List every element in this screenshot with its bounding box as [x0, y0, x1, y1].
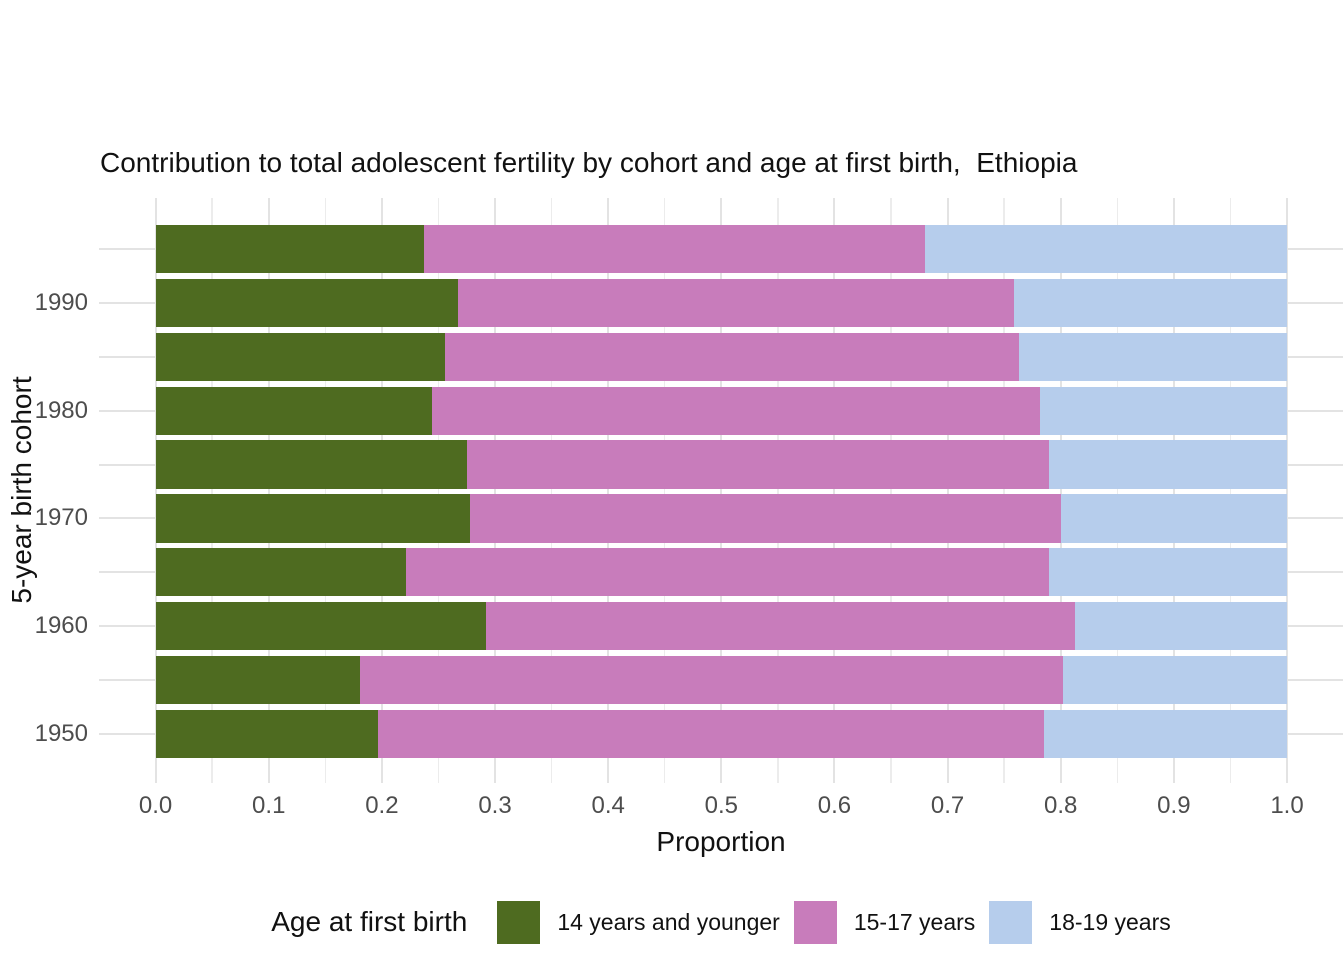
- x-gridline: [1286, 198, 1288, 783]
- stacked-bar-row: [155, 386, 1287, 435]
- x-gridline: [550, 198, 553, 783]
- bar-segment-14-years-and-younger: [155, 709, 379, 759]
- x-gridline: [663, 198, 666, 783]
- x-gridline: [777, 198, 779, 783]
- stacked-bar-row: [155, 601, 1287, 651]
- x-gridline: [1003, 198, 1005, 783]
- bar-segment-18-19-years: [924, 225, 1287, 274]
- x-tick-label: 0.2: [365, 792, 399, 819]
- bar-segment-14-years-and-younger: [155, 225, 424, 274]
- x-gridline: [946, 198, 949, 783]
- bar-segment-15-17-years: [405, 548, 1050, 597]
- bar-segment-18-19-years: [1043, 709, 1287, 759]
- legend-item: 15-17 years: [793, 900, 976, 944]
- bar-segment-15-17-years: [457, 278, 1015, 328]
- x-gridline: [833, 198, 836, 783]
- x-gridline: [324, 198, 327, 783]
- x-gridline: [211, 198, 213, 783]
- stacked-bar-row: [155, 278, 1287, 328]
- x-gridline: [890, 198, 892, 783]
- x-tick-label: 0.4: [591, 792, 625, 819]
- x-tick-label: 0.3: [478, 792, 512, 819]
- stacked-bar-row: [155, 709, 1287, 759]
- bar-segment-18-19-years: [1075, 601, 1287, 651]
- bar-segment-15-17-years: [360, 655, 1063, 705]
- x-tick-label: 0.1: [252, 792, 286, 819]
- x-gridline: [154, 198, 157, 783]
- x-gridline: [1059, 198, 1062, 783]
- x-gridline: [380, 198, 383, 783]
- chart-title: Contribution to total adolescent fertili…: [100, 147, 1078, 178]
- bar-segment-15-17-years: [445, 332, 1019, 382]
- x-gridline: [607, 198, 610, 783]
- x-tick-label: 0.9: [1157, 792, 1191, 819]
- x-gridline: [267, 198, 270, 783]
- x-gridline: [1172, 198, 1175, 783]
- bar-segment-15-17-years: [431, 386, 1041, 435]
- bar-segment-14-years-and-younger: [155, 386, 432, 435]
- bar-segment-18-19-years: [1014, 278, 1287, 328]
- bar-segment-18-19-years: [1040, 386, 1287, 435]
- x-tick-label: 0.6: [817, 792, 852, 819]
- stacked-bar-row: [155, 494, 1287, 543]
- stacked-bar-row: [155, 548, 1287, 597]
- x-axis-title: Proportion: [656, 826, 786, 857]
- bar-segment-15-17-years: [485, 601, 1076, 651]
- x-gridline: [494, 198, 497, 783]
- legend-swatch: [793, 900, 837, 944]
- y-tick-label: 1970: [34, 504, 88, 532]
- bar-segment-15-17-years: [466, 440, 1050, 489]
- bar-segment-14-years-and-younger: [155, 278, 458, 328]
- y-tick-label: 1960: [34, 612, 88, 640]
- bar-segment-15-17-years: [423, 225, 925, 274]
- bar-segment-14-years-and-younger: [155, 548, 406, 597]
- x-gridline: [1116, 198, 1119, 783]
- legend-item: 14 years and younger: [497, 900, 780, 944]
- y-tick-label: 1950: [34, 719, 88, 747]
- bar-segment-14-years-and-younger: [155, 601, 486, 651]
- y-tick-label: 1980: [34, 396, 88, 424]
- bar-segment-14-years-and-younger: [155, 655, 361, 705]
- x-tick-label: 0.0: [138, 792, 173, 819]
- stacked-bar-row: [155, 440, 1287, 489]
- x-gridline: [1229, 198, 1232, 783]
- legend-label: 14 years and younger: [557, 908, 780, 935]
- bar-segment-15-17-years: [378, 709, 1044, 759]
- x-tick-label: 1.0: [1270, 792, 1304, 819]
- legend-items: 14 years and younger 15-17 years 18-19 yea…: [483, 900, 1171, 944]
- bar-segment-14-years-and-younger: [155, 494, 471, 543]
- bar-segment-14-years-and-younger: [155, 440, 467, 489]
- x-gridline: [720, 198, 723, 783]
- legend-label: 18-19 years: [1049, 908, 1171, 935]
- legend-swatch: [989, 900, 1033, 944]
- bar-segment-18-19-years: [1049, 440, 1287, 489]
- bar-segment-18-19-years: [1049, 548, 1287, 597]
- stacked-bar-row: [155, 655, 1287, 705]
- plot-panel: [99, 198, 1343, 783]
- x-tick-label: 0.7: [930, 792, 965, 819]
- legend-item: 18-19 years: [989, 900, 1171, 944]
- x-tick-label: 0.8: [1044, 792, 1078, 819]
- legend-title: Age at first birth: [271, 906, 468, 937]
- bar-segment-18-19-years: [1062, 655, 1287, 705]
- bar-segment-18-19-years: [1060, 494, 1287, 543]
- x-tick-label: 0.5: [704, 792, 738, 819]
- bar-segment-18-19-years: [1018, 332, 1287, 382]
- x-gridline: [437, 198, 440, 783]
- bar-segment-15-17-years: [470, 494, 1061, 543]
- legend-swatch: [497, 900, 541, 944]
- stacked-bar-row: [155, 225, 1287, 274]
- legend: Age at first birth 14 years and younger 1…: [99, 896, 1343, 948]
- bar-segment-14-years-and-younger: [155, 332, 446, 382]
- stacked-bar-row: [155, 332, 1287, 382]
- y-tick-label: 1990: [34, 289, 88, 317]
- legend-label: 15-17 years: [853, 908, 976, 935]
